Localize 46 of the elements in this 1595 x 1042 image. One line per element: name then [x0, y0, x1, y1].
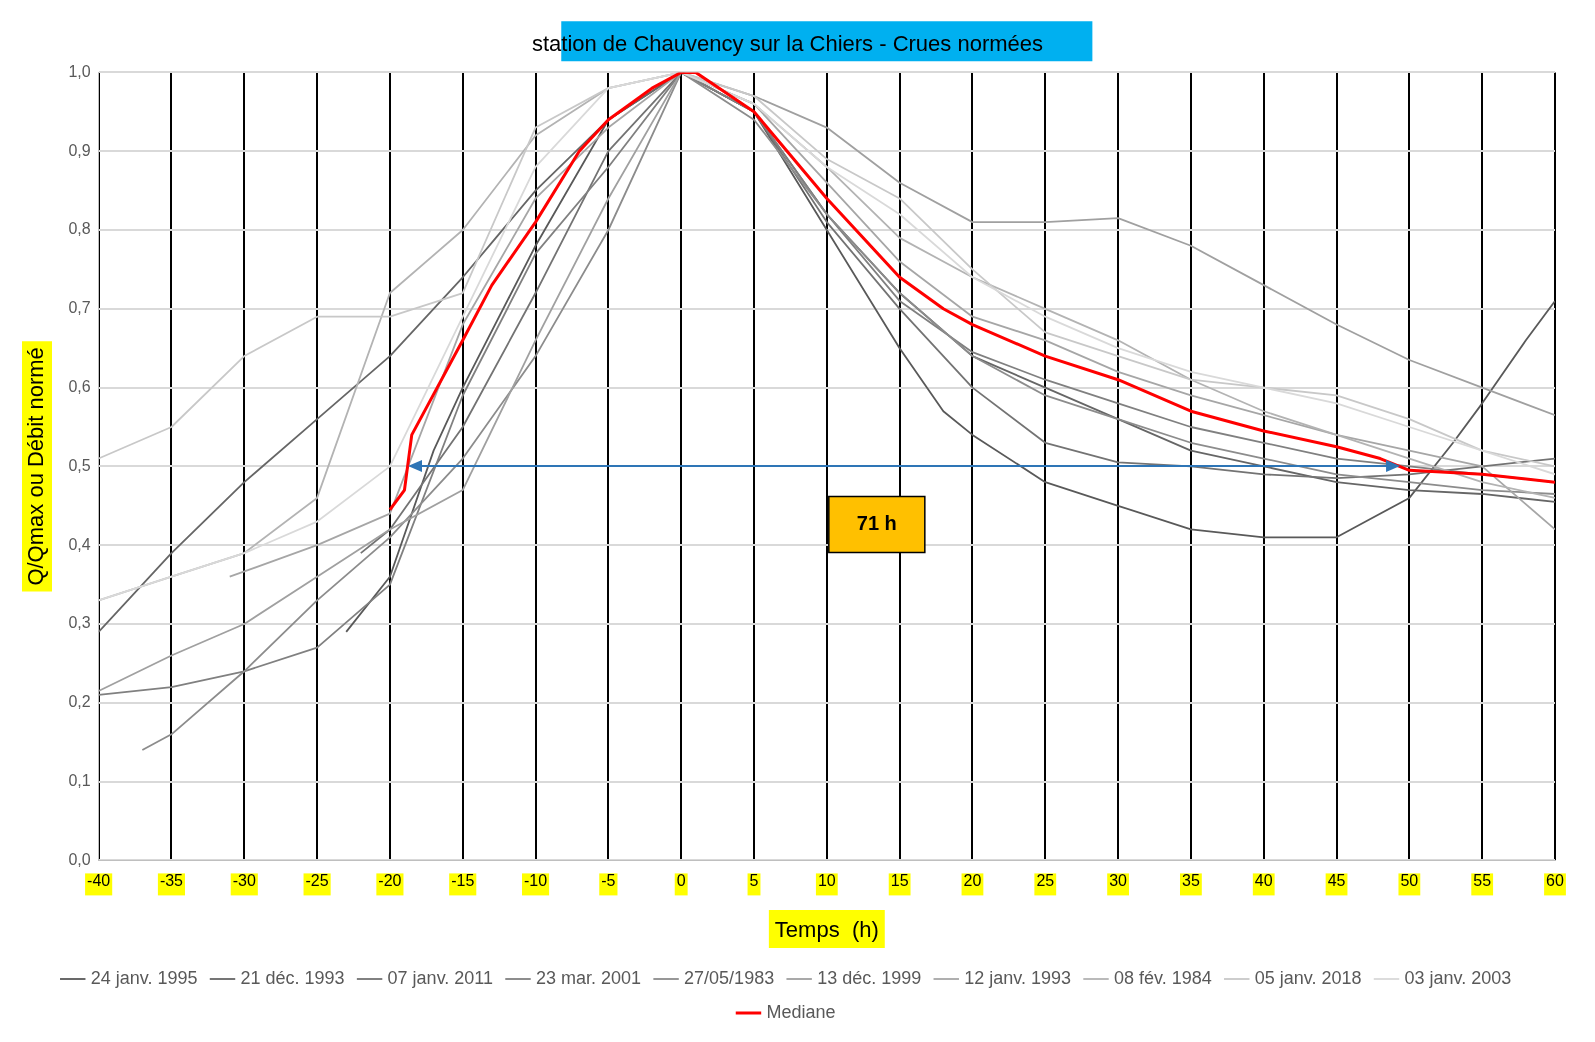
x-tick-label: 45 — [1327, 872, 1346, 890]
y-tick-label: 0,3 — [68, 614, 91, 632]
y-tick-label: 0,0 — [68, 850, 91, 868]
legend-label: 07 janv. 2011 — [387, 967, 494, 988]
x-tick-label: 40 — [1254, 872, 1273, 890]
legend-label: 23 mar. 2001 — [536, 967, 642, 988]
y-tick-label: 0,6 — [68, 378, 91, 396]
x-tick-label: -20 — [378, 872, 402, 890]
legend-label: 24 janv. 1995 — [90, 967, 198, 988]
y-tick-label: 0,1 — [68, 772, 91, 790]
y-tick-label: 1,0 — [68, 62, 91, 80]
x-tick-label: -40 — [87, 872, 111, 890]
x-tick-label: 25 — [1036, 872, 1055, 890]
x-tick-label: 20 — [963, 872, 982, 890]
x-tick-label: 60 — [1546, 872, 1564, 890]
x-tick-label: 50 — [1400, 872, 1419, 890]
y-axis-title: Q/Qmax ou Débit normé — [23, 347, 49, 586]
legend-label: 05 janv. 2018 — [1254, 967, 1362, 988]
x-tick-label: -30 — [232, 872, 256, 890]
y-tick-label: 0,2 — [68, 693, 91, 711]
ref-line-label: 71 h — [856, 511, 897, 534]
x-tick-label: 0 — [676, 872, 686, 890]
legend-label: 27/05/1983 — [684, 967, 775, 988]
legend-label: 21 déc. 1993 — [240, 967, 345, 988]
y-tick-label: 0,7 — [68, 299, 91, 317]
x-tick-label: -10 — [523, 872, 548, 890]
x-tick-label: 35 — [1182, 872, 1200, 890]
x-tick-label: 55 — [1473, 872, 1492, 890]
x-tick-label: -15 — [451, 872, 475, 890]
legend-label: 13 déc. 1999 — [817, 967, 922, 988]
x-tick-label: 15 — [890, 872, 909, 890]
x-tick-label: 5 — [749, 872, 759, 890]
y-tick-label: 0,5 — [68, 456, 91, 474]
x-tick-label: 10 — [817, 872, 836, 890]
legend-label: 03 janv. 2003 — [1404, 967, 1512, 988]
x-tick-label: -25 — [305, 872, 329, 890]
x-tick-label: -5 — [601, 872, 616, 890]
y-tick-label: 0,9 — [68, 141, 91, 159]
legend-label: Mediane — [766, 1001, 836, 1022]
x-tick-label: -35 — [159, 872, 184, 890]
legend-label: 12 janv. 1993 — [964, 967, 1072, 988]
legend-label: 08 fév. 1984 — [1114, 967, 1212, 988]
y-tick-label: 0,4 — [68, 535, 91, 553]
y-tick-label: 0,8 — [68, 220, 91, 238]
x-tick-label: 30 — [1109, 872, 1128, 890]
x-axis-title: Temps (h) — [774, 916, 879, 942]
